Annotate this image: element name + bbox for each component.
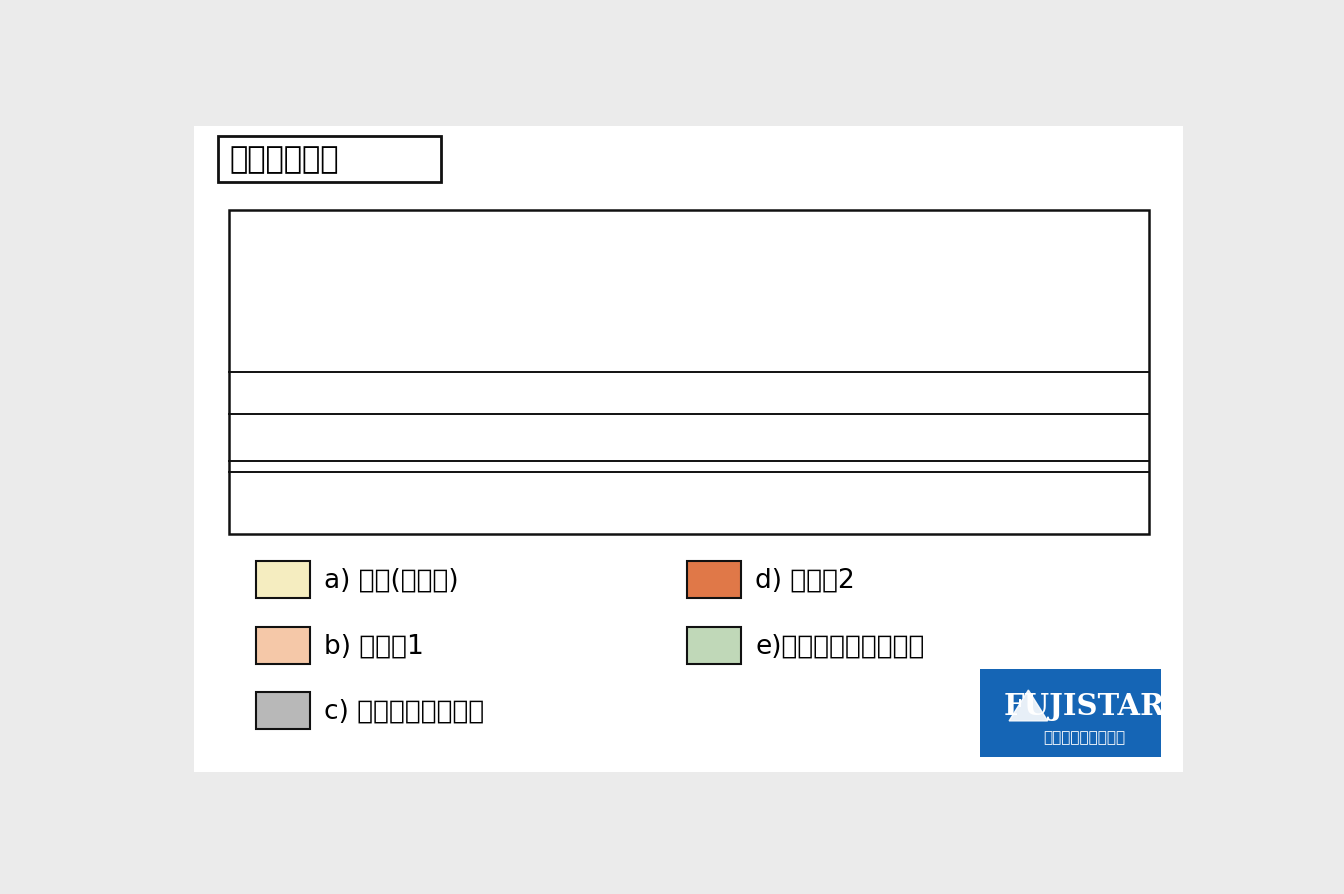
Bar [218, 137, 441, 182]
Text: d) 接着剤2: d) 接着剤2 [755, 568, 855, 594]
Bar [1149, 211, 1207, 534]
Polygon shape [538, 355, 622, 578]
Polygon shape [1009, 690, 1047, 721]
Bar [687, 628, 741, 664]
Bar [228, 211, 1149, 534]
Text: b) 接着剤1: b) 接着剤1 [324, 633, 423, 659]
Text: 三共理化学株式会社: 三共理化学株式会社 [1044, 729, 1126, 744]
Polygon shape [883, 355, 968, 578]
Bar [228, 461, 1149, 473]
Bar [228, 246, 1149, 373]
Text: 研磨材の構造: 研磨材の構造 [228, 145, 339, 174]
Bar [172, 772, 1207, 796]
Text: c) 砥粒（とりゅう）: c) 砥粒（とりゅう） [324, 698, 484, 724]
Bar [172, 211, 1207, 796]
Polygon shape [422, 355, 507, 578]
Bar [257, 693, 310, 730]
Polygon shape [999, 355, 1083, 578]
Bar [172, 107, 1207, 127]
Bar [228, 211, 1149, 534]
Polygon shape [1114, 355, 1199, 578]
Text: a) 基材(きざい): a) 基材(きざい) [324, 568, 458, 594]
Text: e)（目詰まり防止剤）: e)（目詰まり防止剤） [755, 633, 925, 659]
Polygon shape [769, 355, 853, 578]
Bar [257, 628, 310, 664]
Bar [257, 561, 310, 599]
Polygon shape [191, 355, 276, 578]
Bar [1183, 107, 1206, 796]
Text: FUJISTAR: FUJISTAR [1004, 691, 1165, 721]
Bar [172, 107, 1207, 534]
Bar [687, 561, 741, 599]
Polygon shape [306, 355, 391, 578]
Bar [228, 415, 1149, 461]
Polygon shape [653, 355, 738, 578]
Bar [228, 373, 1149, 415]
Bar [980, 669, 1161, 757]
Bar [172, 107, 195, 796]
Bar [172, 211, 228, 534]
